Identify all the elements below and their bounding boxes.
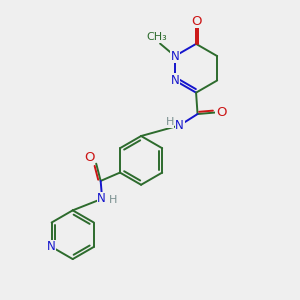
Text: N: N [97,192,106,205]
Text: N: N [46,240,56,254]
Text: H: H [109,195,118,205]
Text: N: N [171,50,179,63]
Text: N: N [175,119,184,132]
Text: H: H [165,117,174,128]
Text: CH₃: CH₃ [147,32,167,42]
Text: O: O [191,14,201,28]
Text: O: O [84,151,94,164]
Text: N: N [171,74,179,87]
Text: O: O [216,106,226,119]
